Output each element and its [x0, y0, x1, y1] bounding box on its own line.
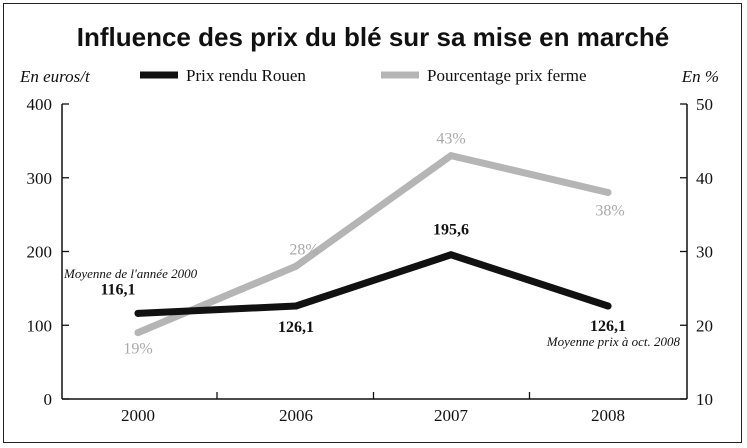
x-tick-label: 2007	[434, 406, 469, 425]
legend-label-pourcentage: Pourcentage prix ferme	[427, 66, 587, 85]
right-tick-label: 20	[696, 316, 713, 335]
right-tick-label: 30	[696, 243, 713, 262]
legend: Prix rendu Rouen Pourcentage prix ferme	[140, 66, 587, 85]
left-tick-label: 200	[27, 243, 53, 262]
series-line-prix-rendu	[134, 251, 612, 317]
point-pourcentage	[134, 329, 142, 337]
data-label-prix-rendu: 116,1	[100, 281, 135, 298]
x-tick-label: 2008	[591, 406, 625, 425]
point-pourcentage	[604, 189, 612, 196]
data-label-pourcentage: 28%	[289, 241, 318, 258]
x-tick-label: 2006	[279, 406, 313, 425]
data-label-prix-rendu: 126,1	[590, 318, 626, 335]
point-prix-rendu	[134, 309, 142, 317]
data-label-pourcentage: 38%	[595, 203, 624, 220]
left-tick-label: 300	[27, 169, 53, 188]
data-label-pourcentage: 19%	[123, 341, 152, 358]
point-pourcentage	[447, 152, 455, 160]
right-tick-label: 10	[696, 390, 713, 409]
legend-label-prix-rendu: Prix rendu Rouen	[186, 66, 306, 85]
chart-title: Influence des prix du blé sur sa mise en…	[77, 22, 669, 52]
point-prix-rendu	[604, 302, 612, 310]
data-labels: 116,1 126,1 195,6 126,1 19% 28% 43% 38%	[100, 131, 626, 358]
axes: 0 100 200 300 400 10 20 30 40 50 2000 2006 2007 2008	[27, 95, 714, 425]
chart-frame	[3, 3, 742, 443]
series-layer	[134, 152, 612, 337]
right-tick-label: 40	[696, 169, 713, 188]
left-tick-label: 0	[44, 390, 53, 409]
point-prix-rendu	[447, 251, 455, 259]
annotation-end-note: Moyenne prix à oct. 2008	[546, 334, 681, 349]
annotation-start-note: Moyenne de l'année 2000	[63, 266, 198, 281]
left-tick-label: 400	[27, 95, 53, 114]
data-label-prix-rendu: 195,6	[433, 222, 469, 239]
left-tick-label: 100	[27, 316, 53, 335]
series-line-pourcentage	[134, 152, 612, 337]
right-axis-unit: En %	[681, 67, 719, 86]
point-pourcentage	[292, 262, 300, 270]
data-label-prix-rendu: 126,1	[278, 319, 314, 336]
right-tick-label: 50	[696, 95, 713, 114]
x-tick-label: 2000	[121, 406, 155, 425]
data-label-pourcentage: 43%	[436, 131, 465, 148]
left-axis-unit: En euros/t	[19, 67, 91, 86]
point-prix-rendu	[292, 302, 300, 310]
